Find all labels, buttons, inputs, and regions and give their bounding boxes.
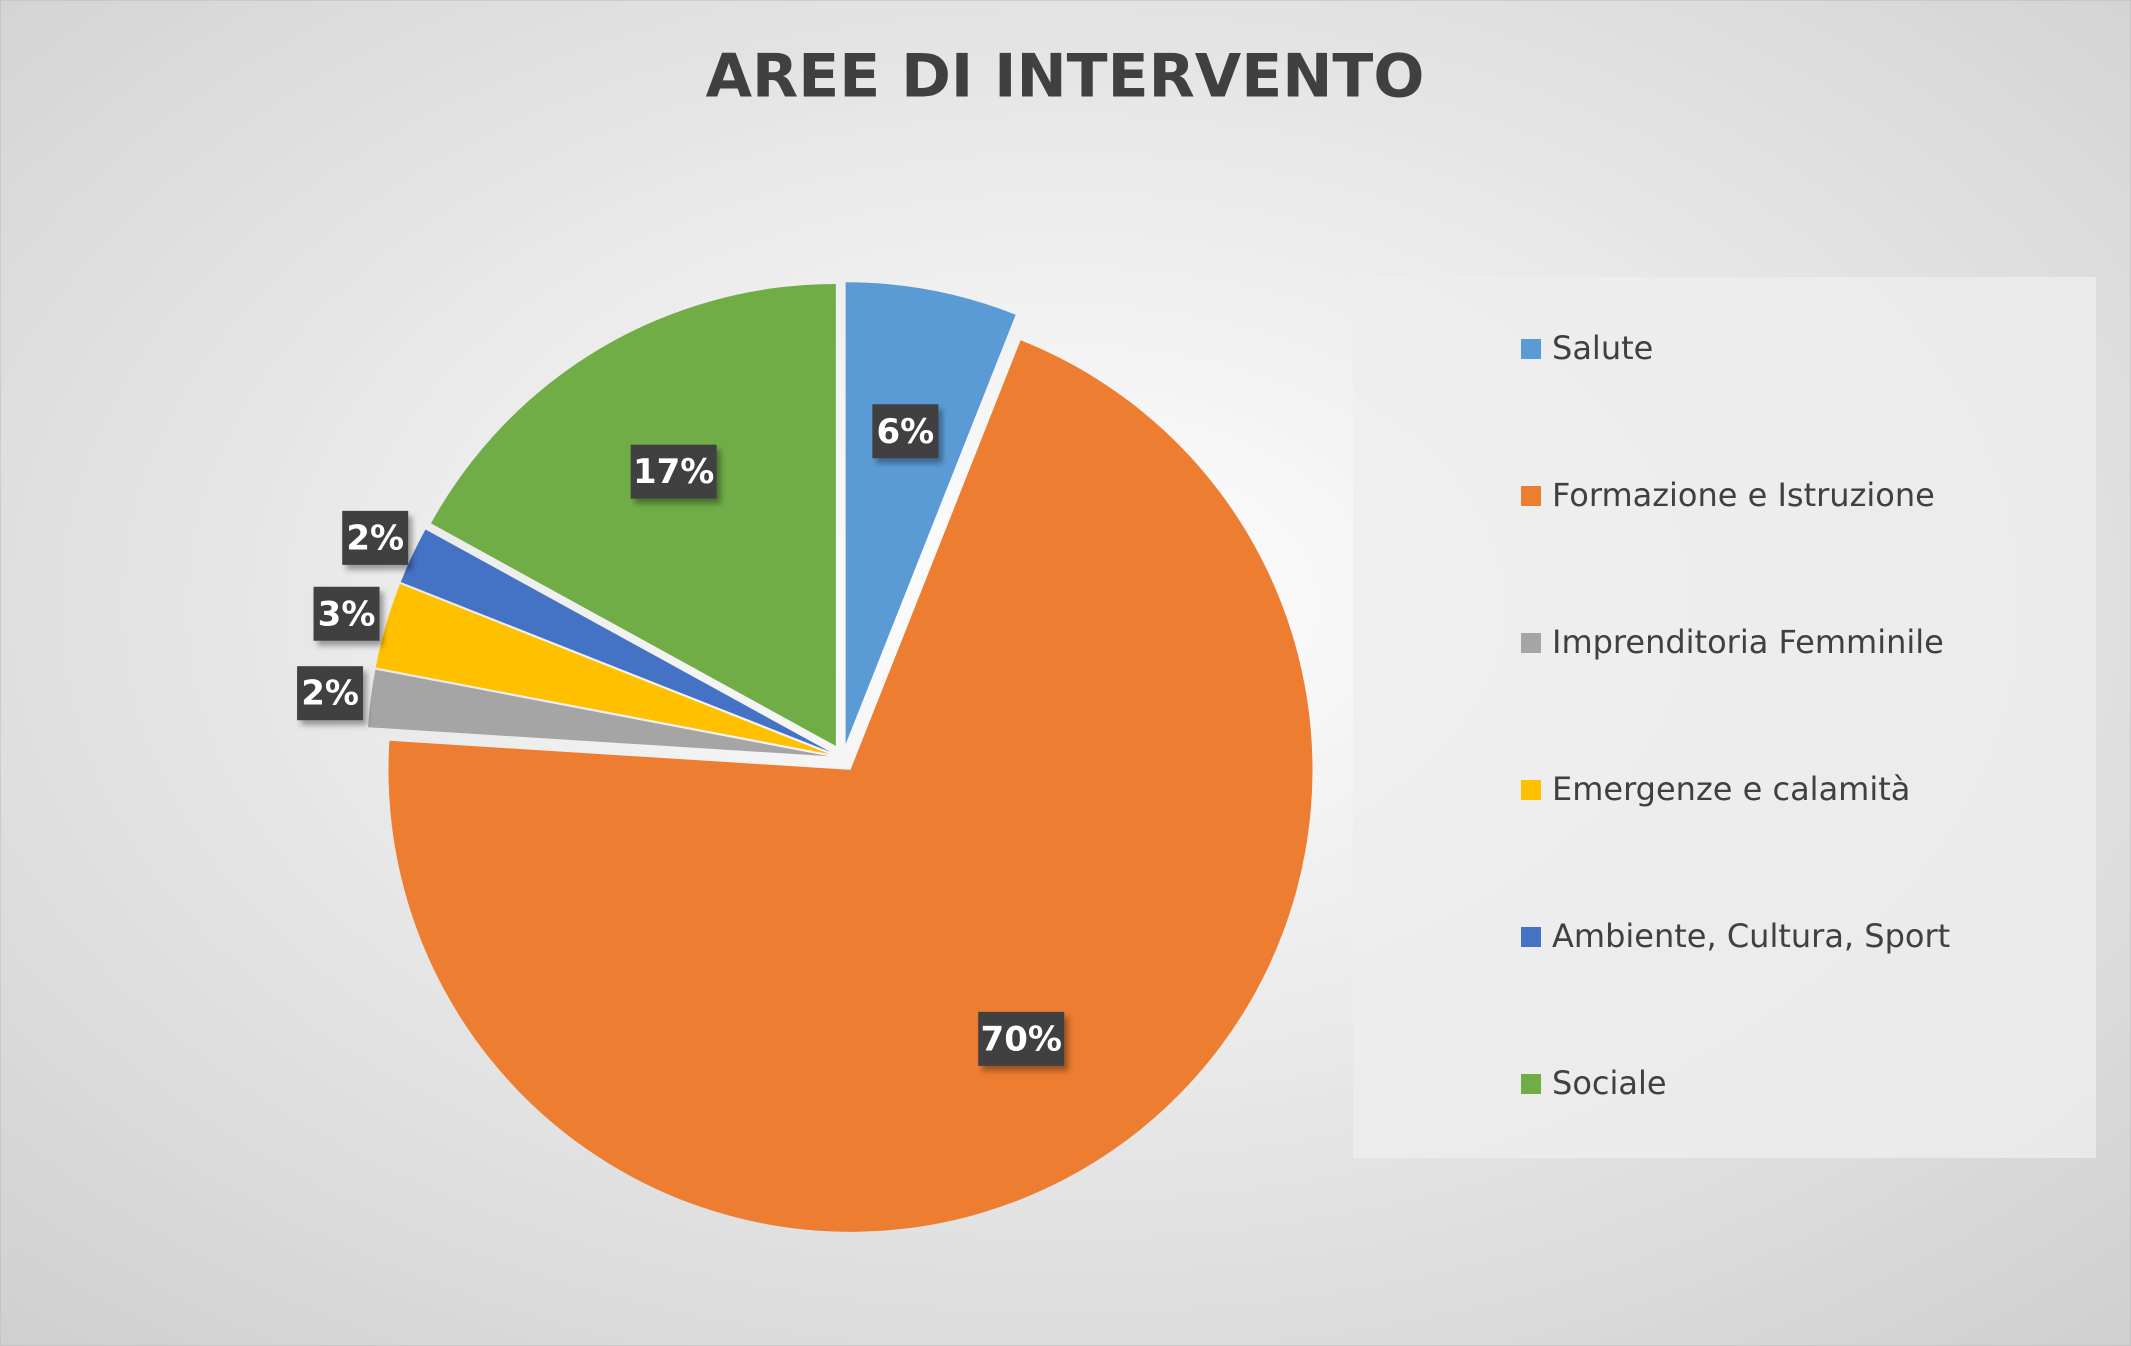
legend-label: Imprenditoria Femminile: [1552, 623, 1944, 661]
legend-marker: [1521, 486, 1541, 506]
legend-box: [1353, 277, 2096, 1158]
data-label: 17%: [633, 452, 714, 492]
data-label-box: [313, 586, 380, 641]
legend-marker: [1521, 1074, 1541, 1094]
data-label: 70%: [981, 1019, 1062, 1059]
chart-title: AREE DI INTERVENTO: [706, 42, 1425, 112]
data-label: 2%: [301, 674, 359, 714]
legend-label: Formazione e Istruzione: [1552, 476, 1935, 514]
pie-slice: [400, 529, 831, 753]
pie-slice: [845, 282, 1016, 745]
data-label: 2%: [346, 518, 404, 558]
legend-marker: [1521, 633, 1541, 653]
data-label: 3%: [318, 594, 376, 634]
legend-marker: [1521, 339, 1541, 359]
data-label-box: [297, 666, 364, 721]
data-label: 6%: [876, 412, 934, 452]
legend-label: Emergenze e calamità: [1552, 770, 1910, 808]
legend-marker: [1521, 780, 1541, 800]
legend-label: Salute: [1552, 329, 1653, 367]
data-label-box: [630, 444, 717, 499]
legend-label: Ambiente, Cultura, Sport: [1552, 917, 1950, 955]
pie-slice: [368, 669, 830, 757]
pie-slice: [388, 340, 1313, 1232]
pie-slice: [375, 584, 830, 755]
data-label-box: [342, 510, 409, 565]
legend-marker: [1521, 927, 1541, 947]
pie-slice: [431, 283, 836, 746]
data-label-box: [978, 1011, 1065, 1066]
data-label-box: [872, 404, 939, 459]
legend-label: Sociale: [1552, 1064, 1667, 1102]
